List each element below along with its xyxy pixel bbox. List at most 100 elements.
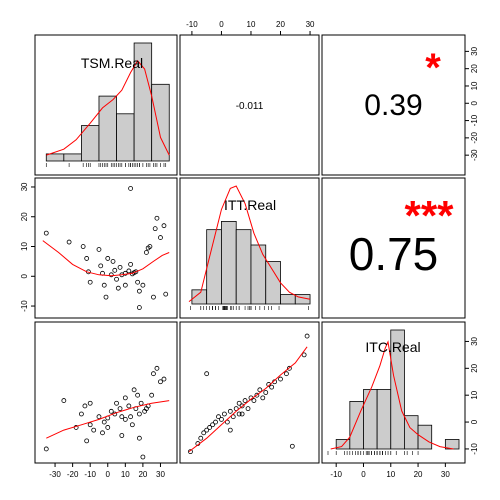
scatter-tsm-itt-point bbox=[114, 276, 119, 282]
panel-1-2 bbox=[179, 34, 320, 176]
scatter-tsm-itc-point bbox=[140, 454, 146, 460]
tick-label: -30 bbox=[470, 149, 479, 161]
tick-label: -30 bbox=[49, 470, 61, 479]
panel-2-2 bbox=[179, 177, 320, 319]
scatter-tsm-itt-point bbox=[84, 256, 90, 261]
histogram-bar bbox=[250, 244, 267, 305]
scatter-tsm-itt-point bbox=[108, 272, 114, 278]
tick-label: -10 bbox=[84, 470, 96, 479]
tick-label: 20 bbox=[20, 212, 29, 221]
tick-label: 30 bbox=[20, 182, 29, 191]
variable-name-1: TSM.Real bbox=[81, 55, 143, 71]
axes-layer: -10 0 10 20 30 -30 -20 -10 0 10 20 30 -10 0 10 20 30 -30 -… bbox=[20, 20, 479, 479]
scatter-tsm-itc-point bbox=[151, 371, 156, 377]
scatter-tsm-itc-point bbox=[136, 435, 142, 441]
tick-label: 20 bbox=[138, 470, 147, 479]
scatter-itt-itc-point bbox=[263, 390, 269, 395]
scatter-tsm-itc-point bbox=[154, 365, 160, 371]
scatter-itt-itc-point bbox=[188, 449, 193, 455]
tick-label: 0 bbox=[106, 470, 111, 479]
scatter-tsm-itt-point bbox=[87, 279, 93, 285]
tick-label: -20 bbox=[67, 470, 79, 479]
tick-label: 30 bbox=[441, 470, 450, 479]
scatter-itt-itc-point bbox=[286, 365, 292, 371]
scatter-itt-itc-point bbox=[227, 408, 233, 414]
scatter-tsm-itc-point bbox=[87, 400, 93, 406]
scatter-itt-itc-point bbox=[216, 414, 221, 420]
panel-3-2 bbox=[179, 321, 320, 464]
tick-label: 20 bbox=[414, 470, 423, 479]
scatter-tsm-itc-loess-line bbox=[46, 400, 170, 439]
scatter-tsm-itt-point bbox=[151, 294, 156, 300]
histogram-bar bbox=[376, 389, 392, 450]
scatter-tsm-itt-point bbox=[136, 288, 142, 294]
scatter-itt-itc-point bbox=[224, 419, 230, 425]
scatter-itt-itc-point bbox=[278, 376, 283, 382]
histogram-bar bbox=[221, 220, 237, 305]
scatter-itt-itc-point bbox=[221, 411, 227, 417]
scatter-tsm-itt-point bbox=[43, 230, 49, 236]
scatter-itt-itc-point bbox=[204, 371, 210, 377]
scatter-itt-itc-point bbox=[260, 395, 266, 401]
tick-label: -10 bbox=[470, 443, 479, 455]
scatter-tsm-itc-point bbox=[131, 387, 137, 393]
tick-label: 30 bbox=[306, 20, 315, 29]
scatter-tsm-itc-point bbox=[108, 408, 114, 414]
histogram-bar bbox=[390, 329, 405, 450]
tick-label: 0 bbox=[470, 419, 479, 424]
scatter-itt-itc-point bbox=[289, 443, 295, 449]
scatter-itt-itc-loess-line bbox=[188, 346, 308, 452]
scatter-itt-itc-point bbox=[198, 435, 204, 441]
scatter-tsm-itc-point bbox=[100, 430, 105, 436]
histogram-bar bbox=[363, 389, 378, 450]
scatter-itt-itc-point bbox=[304, 333, 310, 339]
tick-label: 20 bbox=[470, 363, 479, 372]
tick-label: 10 bbox=[121, 470, 130, 479]
scatter-itt-itc-point bbox=[230, 414, 236, 420]
scatter-tsm-itc-point bbox=[84, 438, 90, 444]
tick-label: -10 bbox=[186, 20, 198, 29]
scatter-tsm-itt-point bbox=[105, 256, 111, 261]
tick-label: 10 bbox=[247, 20, 256, 29]
scatter-tsm-itt-point bbox=[98, 263, 104, 269]
scatter-tsm-itt-point bbox=[136, 305, 142, 310]
scatter-tsm-itc-point bbox=[79, 411, 84, 417]
scatter-tsm-itt-point bbox=[163, 291, 169, 297]
scatter-tsm-itt-loess-line bbox=[42, 240, 170, 277]
significance-stars: * bbox=[425, 46, 441, 90]
scatter-tsm-itt-point bbox=[122, 282, 128, 288]
scatter-itt-itc-point bbox=[251, 398, 257, 403]
scatter-itt-itc-point bbox=[213, 419, 218, 425]
scatter-tsm-itt-point bbox=[80, 244, 86, 249]
scatter-tsm-itt-point bbox=[158, 235, 163, 240]
density-curve bbox=[188, 185, 311, 302]
tick-label: 10 bbox=[470, 81, 479, 90]
scatter-tsm-itt-point bbox=[112, 267, 118, 273]
scatter-tsm-itc-point bbox=[119, 414, 125, 420]
scatter-tsm-itc-point bbox=[135, 392, 141, 398]
scatter-tsm-itc-point bbox=[114, 400, 119, 406]
histogram-bar bbox=[151, 83, 170, 162]
histogram-bar bbox=[98, 95, 117, 162]
scatter-tsm-itt-point bbox=[103, 294, 109, 300]
histogram-bar bbox=[63, 153, 82, 162]
panel-2-1 bbox=[34, 177, 178, 319]
panel-3-1 bbox=[34, 321, 178, 464]
scatter-tsm-itc-point bbox=[119, 433, 125, 438]
scatter-itt-itc-point bbox=[233, 406, 239, 412]
tick-label: 10 bbox=[386, 470, 395, 479]
histogram-bar bbox=[280, 294, 296, 305]
scatter-tsm-itc-point bbox=[96, 414, 102, 420]
scatter-tsm-itt-point bbox=[126, 268, 132, 274]
histogram-bar bbox=[265, 261, 281, 305]
scatter-tsm-itc-point bbox=[128, 414, 133, 420]
tick-label: -10 bbox=[470, 114, 479, 126]
scatter-tsm-itt-point bbox=[96, 247, 102, 252]
histogram-bar bbox=[294, 294, 311, 305]
scatter-itt-itc-point bbox=[257, 387, 263, 393]
tick-label: 0 bbox=[20, 274, 29, 279]
scatter-itt-itc-point bbox=[227, 427, 233, 433]
scatter-itt-itc-point bbox=[242, 398, 248, 403]
tick-label: -10 bbox=[330, 470, 342, 479]
